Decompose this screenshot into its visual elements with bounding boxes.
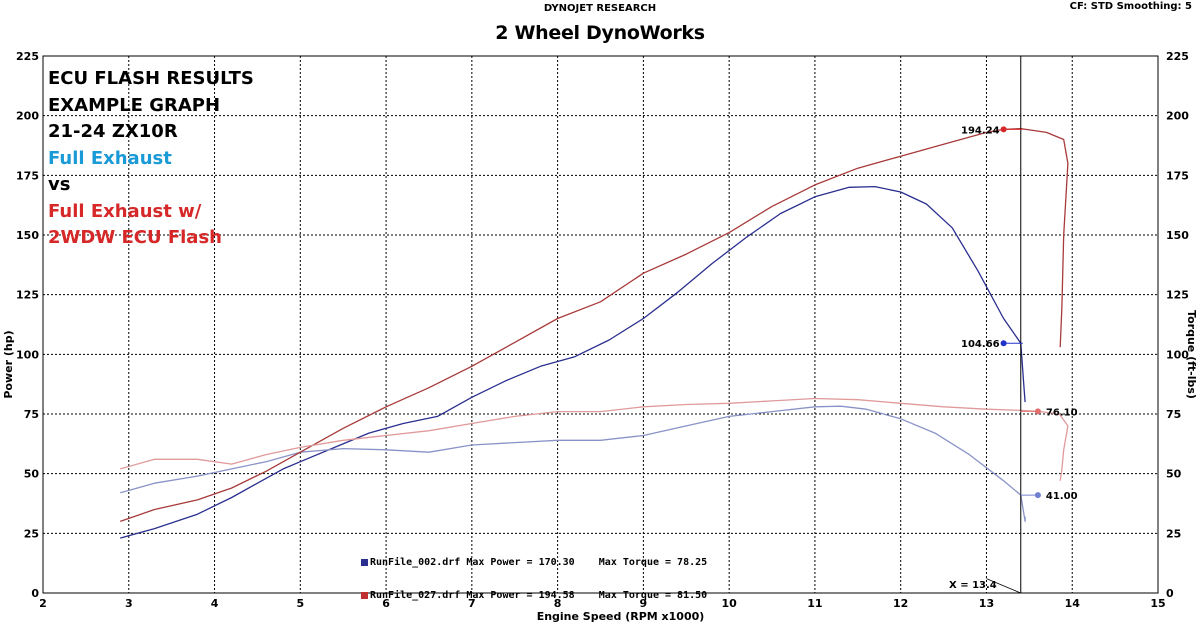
correction-factor-info: CF: STD Smoothing: 5	[1069, 1, 1192, 12]
chart-main-title: 2 Wheel DynoWorks	[495, 22, 705, 44]
series-line-flash-power	[119, 127, 1069, 523]
y-left-tick-label: 200	[16, 110, 39, 123]
legend-swatch-stock	[361, 559, 368, 566]
y-right-tick-label: 225	[1166, 50, 1189, 63]
series-line-stock-torque	[120, 405, 1026, 523]
x-tick-label: 8	[554, 597, 562, 610]
y-left-tick-label: 100	[16, 348, 39, 361]
x-tick-label: 12	[893, 597, 908, 610]
marker-value-label: 194.24	[961, 125, 1000, 136]
series-line-stock-power	[120, 185, 1026, 539]
marker-dot	[1000, 126, 1007, 133]
y-right-tick-label: 100	[1166, 348, 1189, 361]
y-right-tick-label: 50	[1166, 468, 1182, 481]
cursor-label: X = 13.4	[949, 580, 997, 591]
x-tick-label: 9	[640, 597, 648, 610]
marker-value-label: 41.00	[1046, 491, 1078, 502]
x-tick-label: 5	[296, 597, 304, 610]
y-left-tick-label: 25	[24, 527, 39, 540]
marker-value-label: 104.66	[961, 339, 1000, 350]
series-line-flash-torque	[120, 397, 1069, 481]
legend-row-flash: RunFile_027.drf Max Power = 194.58 Max T…	[361, 590, 707, 601]
y-axis-label-right: Torque (ft-lbs)	[1185, 310, 1198, 399]
x-tick-label: 7	[468, 597, 476, 610]
y-right-tick-label: 125	[1166, 289, 1189, 302]
cursor-pointer	[986, 578, 1021, 594]
y-left-tick-label: 225	[16, 50, 39, 63]
legend: RunFile_002.drf Max Power = 170.30 Max T…	[361, 535, 707, 612]
marker-value-label: 76.10	[1046, 407, 1078, 418]
annotation-line-6: Full Exhaust w/	[48, 200, 202, 222]
y-right-tick-label: 25	[1166, 527, 1181, 540]
x-tick-label: 11	[807, 597, 822, 610]
y-left-tick-label: 125	[16, 289, 39, 302]
annotation-line-2: EXAMPLE GRAPH	[48, 94, 221, 116]
annotation-line-5: vs	[48, 174, 71, 195]
header-small-title: DYNOJET RESEARCH	[543, 3, 657, 14]
y-left-tick-label: 50	[24, 468, 40, 481]
annotation-line-3: 21-24 ZX10R	[48, 121, 178, 142]
marker-dot	[1034, 408, 1041, 415]
x-tick-label: 10	[721, 597, 737, 610]
y-left-tick-label: 0	[31, 587, 39, 600]
x-tick-label: 2	[39, 597, 47, 610]
x-tick-label: 3	[125, 597, 133, 610]
y-axis-label-left: Power (hp)	[2, 330, 15, 398]
legend-text-stock: RunFile_002.drf Max Power = 170.30 Max T…	[370, 557, 708, 568]
legend-text-flash: RunFile_027.drf Max Power = 194.58 Max T…	[370, 590, 708, 601]
x-axis-label: Engine Speed (RPM x1000)	[537, 610, 705, 622]
annotation-block: ECU FLASH RESULTS EXAMPLE GRAPH 21-24 ZX…	[48, 66, 254, 252]
y-left-tick-label: 175	[16, 169, 39, 182]
y-right-tick-label: 200	[1166, 110, 1189, 123]
legend-row-stock: RunFile_002.drf Max Power = 170.30 Max T…	[361, 557, 707, 568]
annotation-line-7: 2WDW ECU Flash	[48, 227, 222, 248]
annotation-line-1: ECU FLASH RESULTS	[48, 68, 254, 89]
y-right-tick-label: 175	[1166, 169, 1189, 182]
y-right-tick-label: 75	[1166, 408, 1181, 421]
x-tick-label: 6	[382, 597, 390, 610]
legend-swatch-flash	[361, 592, 368, 599]
x-tick-label: 15	[1150, 597, 1165, 610]
y-left-tick-label: 75	[24, 408, 39, 421]
x-tick-label: 14	[1065, 597, 1081, 610]
x-tick-label: 13	[979, 597, 994, 610]
y-right-tick-label: 150	[1166, 229, 1189, 242]
marker-dot	[1000, 340, 1007, 347]
annotation-line-4: Full Exhaust	[48, 147, 172, 169]
x-tick-label: 4	[211, 597, 219, 610]
marker-dot	[1034, 492, 1041, 499]
y-right-tick-label: 0	[1166, 587, 1174, 600]
plot-area	[42, 55, 1159, 594]
y-left-tick-label: 150	[16, 229, 39, 242]
